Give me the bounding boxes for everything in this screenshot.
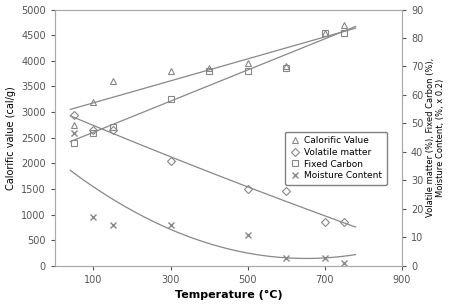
Fixed Carbon — [207, 69, 212, 73]
Moisture Content — [91, 215, 96, 219]
Calorific Value — [245, 62, 250, 65]
Volatile matter — [71, 113, 77, 117]
Fixed Carbon — [71, 141, 77, 145]
Moisture Content — [341, 261, 347, 265]
Volatile matter — [341, 220, 347, 224]
Line: Calorific Value: Calorific Value — [71, 21, 348, 128]
Volatile matter — [245, 187, 250, 191]
Y-axis label: Volatile matter (%), Fixed Carbon (%),
Moisture Content, (%, x 0.2): Volatile matter (%), Fixed Carbon (%), M… — [426, 58, 446, 217]
Moisture Content — [110, 223, 115, 227]
Y-axis label: Calorific value (cal/g): Calorific value (cal/g) — [5, 86, 15, 189]
X-axis label: Temperature (°C): Temperature (°C) — [175, 290, 282, 300]
Calorific Value — [71, 123, 77, 127]
Volatile matter — [168, 159, 173, 162]
Calorific Value — [110, 80, 115, 83]
Calorific Value — [168, 69, 173, 73]
Moisture Content — [71, 131, 77, 134]
Calorific Value — [341, 23, 347, 27]
Legend: Calorific Value, Volatile matter, Fixed Carbon, Moisture Content: Calorific Value, Volatile matter, Fixed … — [285, 132, 387, 185]
Moisture Content — [168, 223, 173, 227]
Calorific Value — [207, 67, 212, 70]
Volatile matter — [110, 128, 115, 132]
Fixed Carbon — [322, 31, 327, 35]
Fixed Carbon — [284, 67, 289, 70]
Fixed Carbon — [341, 31, 347, 35]
Volatile matter — [322, 220, 327, 224]
Moisture Content — [245, 233, 250, 237]
Moisture Content — [322, 256, 327, 260]
Calorific Value — [284, 64, 289, 68]
Line: Volatile matter: Volatile matter — [71, 112, 347, 225]
Moisture Content — [284, 256, 289, 260]
Fixed Carbon — [245, 69, 250, 73]
Line: Moisture Content: Moisture Content — [71, 129, 348, 267]
Volatile matter — [91, 128, 96, 132]
Fixed Carbon — [110, 125, 115, 129]
Calorific Value — [91, 100, 96, 104]
Fixed Carbon — [91, 131, 96, 134]
Volatile matter — [284, 190, 289, 193]
Fixed Carbon — [168, 97, 173, 101]
Line: Fixed Carbon: Fixed Carbon — [71, 29, 348, 146]
Calorific Value — [322, 31, 327, 35]
